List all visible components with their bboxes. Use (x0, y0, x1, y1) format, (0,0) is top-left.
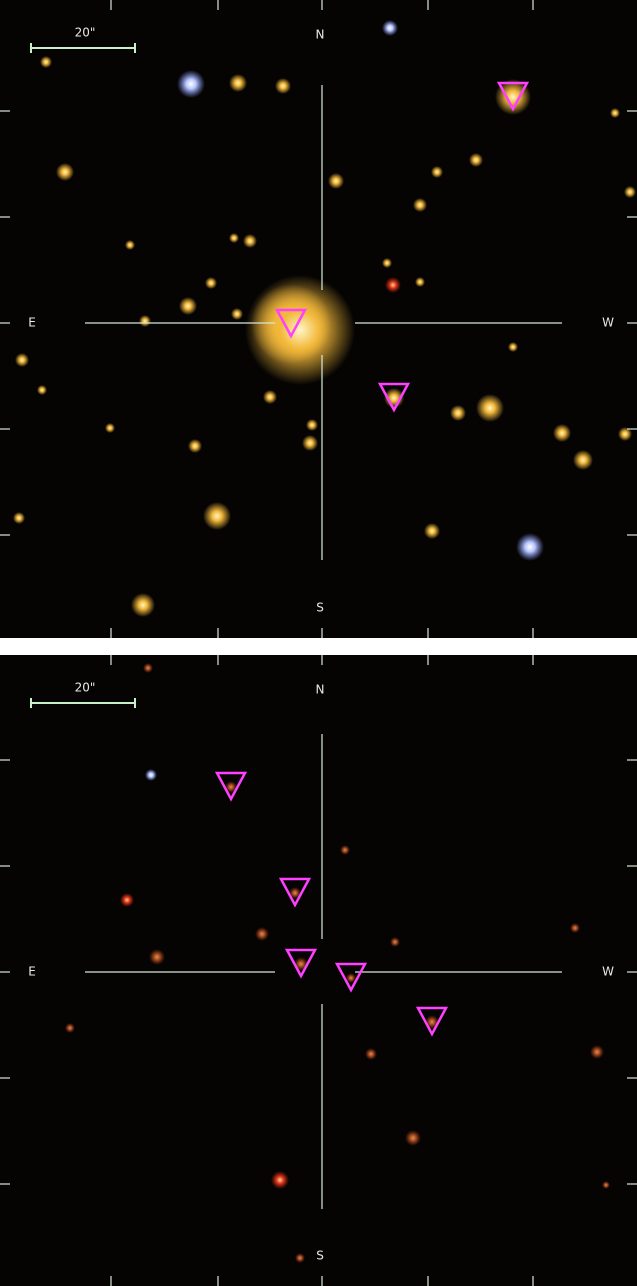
star (413, 198, 427, 212)
star (450, 405, 466, 421)
star (431, 166, 443, 178)
finding-chart: 20" N S E W (0, 655, 637, 1286)
east-label: E (28, 965, 36, 979)
star (476, 394, 504, 422)
star (295, 1253, 305, 1263)
star (570, 923, 580, 933)
star (205, 277, 217, 289)
star (328, 173, 344, 189)
sky-image (0, 655, 637, 1286)
finding-chart: 20" N S E W (0, 0, 637, 638)
star (105, 423, 115, 433)
star (390, 937, 400, 947)
star (40, 56, 52, 68)
star (508, 342, 518, 352)
star (306, 419, 318, 431)
star (231, 308, 243, 320)
star (415, 277, 425, 287)
star (263, 390, 277, 404)
star (229, 74, 247, 92)
star (125, 240, 135, 250)
star (56, 163, 74, 181)
east-label: E (28, 316, 36, 330)
west-label: W (602, 316, 614, 330)
star (271, 1171, 289, 1189)
star (495, 79, 531, 115)
south-label: S (316, 601, 324, 615)
target-marker (284, 948, 318, 979)
star (624, 186, 636, 198)
star (120, 893, 134, 907)
star (143, 663, 153, 673)
star (139, 315, 151, 327)
star (275, 78, 291, 94)
star (610, 108, 620, 118)
star (37, 385, 47, 395)
star (225, 781, 237, 793)
star (131, 593, 155, 617)
star (149, 949, 165, 965)
star (243, 234, 257, 248)
star (424, 523, 440, 539)
star (365, 1048, 377, 1060)
star (346, 973, 356, 983)
star (405, 1130, 421, 1146)
south-label: S (316, 1249, 324, 1263)
target-marker (278, 877, 312, 908)
star (245, 275, 355, 385)
star (385, 277, 401, 293)
scale-label: 20" (75, 681, 96, 695)
star (469, 153, 483, 167)
star (573, 450, 593, 470)
star (229, 233, 239, 243)
target-marker (496, 81, 530, 112)
west-label: W (602, 965, 614, 979)
target-marker (214, 771, 248, 802)
target-marker (334, 962, 368, 993)
star (65, 1023, 75, 1033)
star (255, 927, 269, 941)
star (15, 353, 29, 367)
star (13, 512, 25, 524)
star (203, 502, 231, 530)
north-label: N (316, 683, 325, 697)
star (188, 439, 202, 453)
star (382, 258, 392, 268)
star (382, 20, 398, 36)
star (553, 424, 571, 442)
star (145, 769, 157, 781)
star (516, 533, 544, 561)
north-label: N (316, 28, 325, 42)
scale-label: 20" (75, 26, 96, 40)
star (618, 427, 632, 441)
star (340, 845, 350, 855)
target-marker (274, 308, 308, 339)
star (602, 1181, 610, 1189)
star (302, 435, 318, 451)
star (177, 70, 205, 98)
star (590, 1045, 604, 1059)
target-marker (377, 382, 411, 413)
star (289, 887, 301, 899)
target-marker (415, 1006, 449, 1037)
star (179, 297, 197, 315)
